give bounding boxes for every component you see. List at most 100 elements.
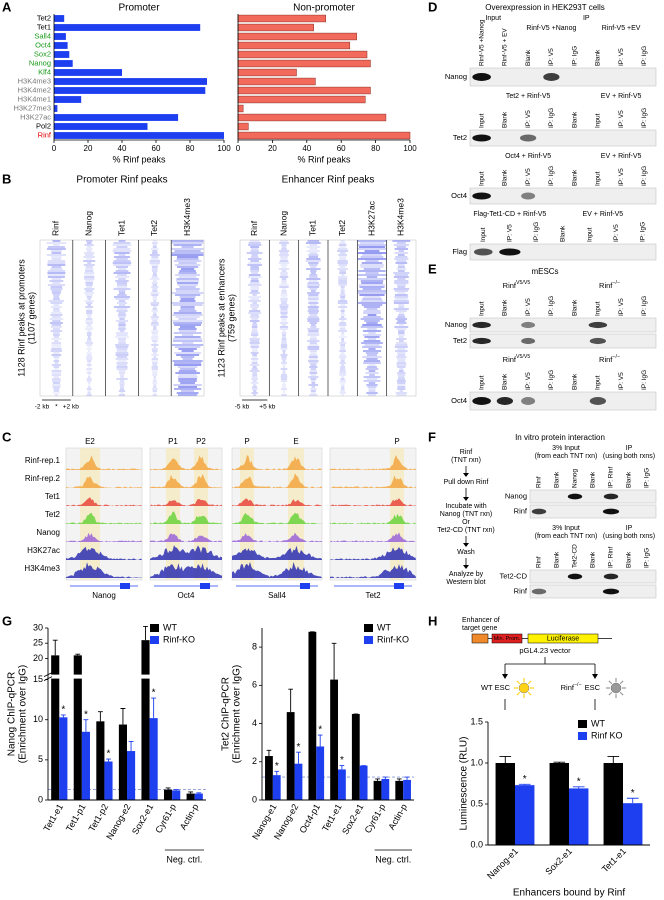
heatmap-cell — [281, 302, 287, 304]
heatmap-cell — [340, 286, 345, 288]
heatmap-cell — [310, 364, 317, 366]
bar — [549, 763, 569, 845]
heatmap-cell — [180, 268, 195, 270]
heatmap-cell — [118, 300, 126, 302]
x-tick-label: 80 — [186, 144, 195, 153]
heatmap-cell — [149, 278, 160, 280]
coverage-track — [330, 546, 416, 560]
heatmap-cell — [150, 316, 159, 318]
heatmap-cell — [250, 346, 259, 348]
heatmap-cell — [116, 368, 128, 370]
band — [589, 397, 607, 405]
bar — [186, 793, 195, 800]
heatmap-cell — [280, 294, 288, 296]
lane-label: Input — [478, 301, 485, 316]
heatmap-cell — [279, 286, 289, 288]
blot-header: 3% Input — [552, 525, 580, 532]
lane-label: Nanog — [572, 468, 579, 488]
heatmap-cell — [84, 276, 95, 278]
heatmap-cell — [307, 318, 320, 320]
significance-label: * — [340, 755, 344, 766]
lane-label: Input — [586, 227, 593, 242]
heatmap-cell — [85, 326, 93, 328]
heatmap-cell — [115, 298, 129, 300]
heatmap-cell — [248, 300, 261, 302]
heatmap-cell — [47, 274, 65, 276]
heatmap-cell — [250, 246, 260, 248]
heatmap-cell — [281, 270, 287, 272]
x-tick-label: Tet1-p1 — [64, 802, 88, 833]
heatmap-cell — [363, 340, 381, 342]
heatmap-cell — [398, 306, 405, 308]
heatmap-cell — [178, 370, 197, 372]
bar — [104, 761, 113, 800]
x-tick-label: Sox2-e1 — [340, 802, 365, 836]
heatmap-cell — [307, 240, 320, 242]
heatmap-cell — [338, 254, 348, 256]
heatmap-cell — [362, 288, 382, 290]
error-bar — [97, 711, 103, 722]
heatmap-cell — [306, 268, 321, 270]
heatmap-cell — [248, 296, 261, 298]
y-tick-label: 6 — [252, 680, 257, 690]
heatmap-cell — [84, 274, 94, 276]
x-tick-label: Oct4-p1 — [297, 802, 322, 835]
heatmap-cell — [339, 380, 346, 382]
heatmap-cell — [367, 366, 377, 368]
heatmap-cell — [248, 242, 261, 244]
heatmap-cell — [52, 282, 61, 284]
heatmap-cell — [113, 256, 131, 258]
heatmap-cell — [305, 242, 321, 244]
heatmap-cell — [152, 340, 158, 342]
heatmap-cell — [252, 324, 258, 326]
chart-title: Promoter — [118, 3, 160, 14]
heatmap-cell — [394, 274, 408, 276]
heatmap-cell — [112, 250, 132, 252]
heatmap-cell — [361, 282, 383, 284]
legend-label: WT — [591, 718, 605, 728]
error-bar — [375, 778, 380, 781]
blot — [469, 129, 657, 147]
heatmap-cell — [396, 338, 407, 340]
heatmap-cell — [360, 318, 384, 320]
heatmap-cell — [393, 276, 409, 278]
heatmap-cell — [307, 320, 320, 322]
heatmap-cell — [281, 282, 287, 284]
heatmap-cell — [174, 346, 201, 348]
heatmap-cell — [280, 346, 288, 348]
bar — [54, 87, 206, 94]
heatmap-cell — [152, 364, 158, 366]
heatmap-cell — [366, 354, 378, 356]
heatmap-cell — [339, 372, 347, 374]
heatmap-cell — [182, 358, 193, 360]
heatmap-cell — [365, 352, 379, 354]
heatmap-cell — [279, 276, 289, 278]
heatmap-cell — [173, 260, 202, 262]
heatmap-cell — [398, 314, 405, 316]
heatmap-cell — [357, 244, 387, 246]
bar — [373, 780, 382, 800]
heatmap-cell — [151, 366, 159, 368]
heatmap-cell — [395, 344, 408, 346]
heatmap-cell — [85, 284, 93, 286]
heatmap-cell — [251, 248, 259, 250]
heatmap-cell — [358, 284, 386, 286]
heatmap-cell — [87, 316, 91, 318]
heatmap-cell — [152, 250, 158, 252]
x-tick-label: 60 — [337, 144, 346, 153]
heatmap-cell — [86, 380, 92, 382]
heatmap-cell — [394, 280, 409, 282]
heatmap-cell — [339, 374, 346, 376]
heatmap-cell — [172, 340, 203, 342]
heatmap-cell — [152, 296, 158, 298]
band — [472, 73, 491, 81]
lane-label: IP: V5 — [618, 48, 625, 66]
lane-label: Blank — [560, 225, 567, 242]
label-part: V5/V5 — [516, 354, 530, 360]
coverage-track — [330, 475, 416, 488]
heatmap-cell — [310, 352, 317, 354]
heatmap-cell — [280, 264, 288, 266]
heatmap-cell — [53, 336, 60, 338]
heatmap-cell — [280, 300, 288, 302]
heatmap-cell — [340, 334, 345, 336]
